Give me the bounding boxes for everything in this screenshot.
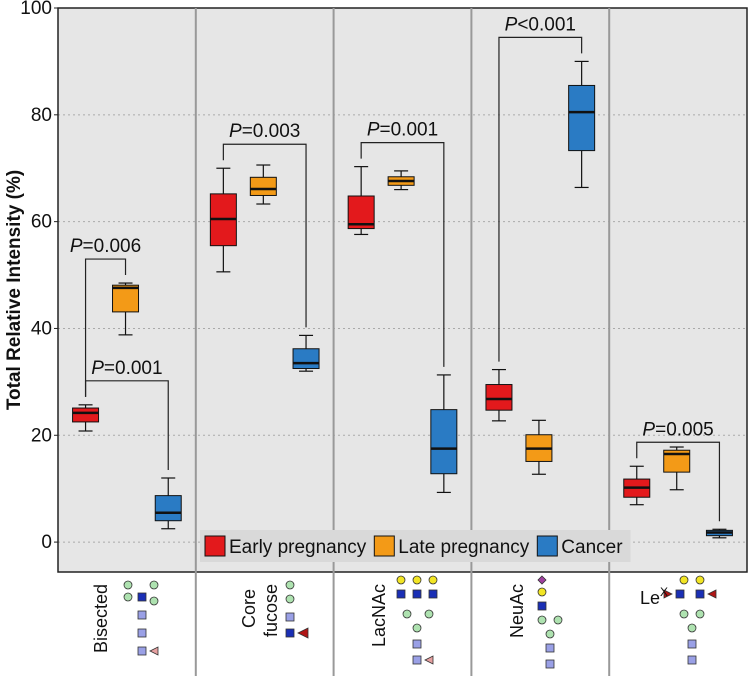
legend-swatch bbox=[204, 535, 226, 557]
box bbox=[292, 348, 320, 370]
significance-bracket bbox=[636, 441, 721, 522]
category-label: NeuAc bbox=[507, 584, 527, 638]
p-value-label: P=0.001 bbox=[91, 358, 162, 379]
legend-swatch bbox=[373, 535, 395, 557]
significance-bracket bbox=[84, 380, 169, 470]
category-label: Core fucose bbox=[239, 584, 281, 637]
box bbox=[112, 284, 140, 313]
y-tick-label: 100 bbox=[20, 0, 52, 19]
p-value-label: P<0.001 bbox=[505, 14, 576, 35]
y-tick-label: 80 bbox=[31, 105, 52, 126]
legend-label: Cancer bbox=[561, 537, 623, 558]
y-axis-label: Total Relative Intensity (%) bbox=[4, 170, 25, 410]
y-tick-label: 20 bbox=[31, 425, 52, 446]
legend-label: Early pregnancy bbox=[229, 537, 367, 558]
box bbox=[154, 495, 182, 522]
category-label: LacNAc bbox=[369, 584, 389, 647]
p-value-label: P=0.001 bbox=[367, 120, 438, 141]
box bbox=[568, 84, 596, 152]
significance-bracket bbox=[222, 143, 307, 328]
box bbox=[485, 384, 513, 411]
legend: Early pregnancy Late pregnancy Cancer bbox=[200, 530, 631, 562]
plot-border bbox=[57, 7, 748, 573]
y-tick-label: 60 bbox=[31, 212, 52, 233]
p-value-label: P=0.006 bbox=[70, 236, 141, 257]
box bbox=[663, 449, 691, 473]
box bbox=[249, 176, 277, 196]
category-label: LeX bbox=[640, 585, 668, 608]
y-tick-label: 40 bbox=[31, 318, 52, 339]
significance-bracket bbox=[498, 36, 583, 362]
y-tick-label: 0 bbox=[41, 532, 52, 553]
category-label: Bisected bbox=[91, 584, 111, 653]
p-value-label: P=0.003 bbox=[229, 121, 300, 142]
p-value-label: P=0.005 bbox=[642, 419, 713, 440]
legend-label: Late pregnancy bbox=[398, 537, 529, 558]
legend-swatch bbox=[536, 535, 558, 557]
box bbox=[430, 409, 458, 475]
significance-bracket bbox=[84, 258, 127, 397]
glycan-icons bbox=[123, 575, 717, 669]
legend-background bbox=[200, 530, 631, 562]
box bbox=[72, 407, 100, 423]
significance-bracket bbox=[360, 142, 445, 367]
